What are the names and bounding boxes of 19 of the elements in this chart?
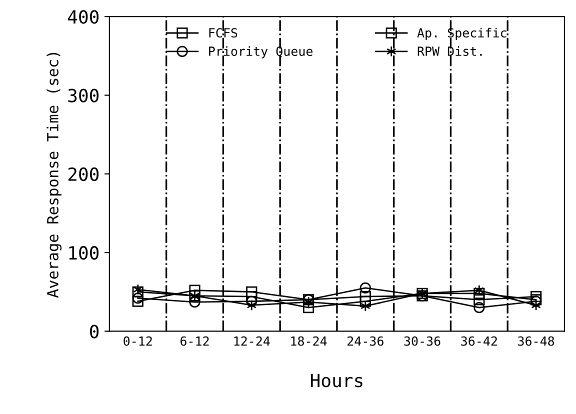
x-tick-label: 0-12 [124,336,152,346]
x-tick-label: 6-12 [180,336,209,346]
y-tick-label: 400 [68,10,99,24]
legend-label: Priority Queue [209,46,312,58]
legend-label: RPW Dist. [418,46,482,56]
y-axis-title: Average Response Time (sec) [46,52,62,298]
x-tick-label: 30-36 [404,336,440,346]
y-tick-label: 200 [68,167,99,182]
x-tick-label: 24-36 [348,336,384,346]
x-axis-title: Hours [310,374,362,388]
y-tick-label: 0 [90,324,99,338]
y-tick-label: 300 [68,88,99,102]
x-tick-label: 18-24 [291,336,327,346]
x-tick-label: 36-48 [518,336,554,346]
legend-label: FCFS [209,28,238,38]
x-tick-label: 36-42 [461,336,497,346]
legend-label: Ap. Specific [417,28,506,40]
x-tick-label: 12-24 [234,336,270,346]
y-tick-label: 100 [69,246,99,260]
